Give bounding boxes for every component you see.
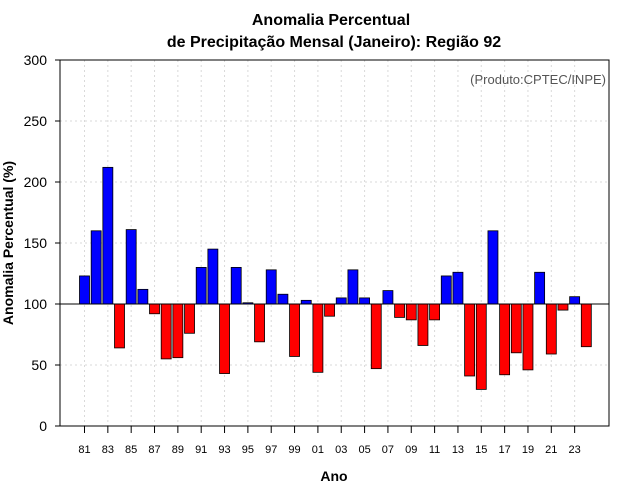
y-tick-label: 200 (24, 174, 48, 190)
x-axis: 81 83 85 87 89 91 93 95 97 99 01 03 05 07 09 11 13 15 17 19… (78, 426, 581, 456)
x-tick-label: 93 (218, 444, 230, 456)
x-tick-label: 19 (522, 444, 534, 456)
bar-81 (79, 275, 90, 305)
bar-20 (534, 271, 546, 305)
bar-83 (102, 166, 114, 305)
bar-14 (464, 303, 476, 377)
bar-00 (300, 299, 312, 305)
bar-17 (499, 303, 511, 376)
chart-subtitle: de Precipitação Mensal (Janeiro): Região… (167, 34, 501, 51)
bar-10 (417, 303, 429, 346)
bar-04 (347, 269, 359, 305)
bar-01 (312, 303, 324, 373)
x-tick-label: 23 (569, 444, 581, 456)
x-tick-label: 81 (78, 444, 90, 456)
x-tick-label: 83 (102, 444, 114, 456)
y-tick-label: 50 (31, 357, 47, 373)
x-tick-label: 09 (405, 444, 417, 456)
bar-96 (254, 303, 265, 343)
bar-21 (545, 303, 557, 355)
bar-15 (475, 303, 487, 390)
x-tick-label: 85 (125, 444, 137, 456)
bar-86 (137, 288, 149, 305)
y-tick-label: 250 (24, 113, 48, 129)
bar-16 (487, 230, 499, 305)
bar-92 (207, 248, 219, 305)
y-axis-title: Anomalia Percentual (%) (0, 161, 16, 325)
chart-title: Anomalia Percentual (252, 12, 410, 29)
bar-05 (359, 297, 370, 305)
y-tick-label: 150 (24, 235, 48, 251)
bar-23 (569, 296, 581, 305)
bar-87 (149, 303, 160, 315)
bar-82 (90, 230, 102, 305)
bar-85 (125, 229, 137, 305)
y-tick-label: 100 (24, 296, 48, 312)
x-axis-title: Ano (320, 468, 347, 484)
x-tick-label: 99 (288, 444, 300, 456)
y-tick-label: 300 (24, 52, 48, 68)
y-axis: 0 50 100 150 200 250 300 (24, 52, 60, 434)
bar-18 (510, 303, 522, 354)
bar-97 (265, 269, 277, 305)
bar-94 (230, 266, 242, 305)
x-tick-label: 15 (475, 444, 487, 456)
grid-lines (60, 59, 609, 427)
bar-93 (219, 303, 230, 374)
bar-02 (324, 303, 335, 317)
bar-99 (289, 303, 300, 357)
bar-90 (184, 303, 195, 334)
bar-89 (172, 303, 184, 359)
bar-07 (382, 290, 394, 305)
x-tick-label: 01 (312, 444, 324, 456)
source-label: (Produto:CPTEC/INPE) (470, 72, 606, 87)
x-tick-label: 89 (172, 444, 184, 456)
x-tick-label: 97 (265, 444, 277, 456)
x-tick-label: 21 (545, 444, 557, 456)
x-tick-label: 17 (498, 444, 510, 456)
y-tick-label: 0 (39, 418, 47, 434)
x-tick-label: 91 (195, 444, 207, 456)
bar-91 (195, 266, 207, 305)
bar-12 (440, 275, 452, 305)
bar-98 (277, 293, 289, 305)
bar-24 (580, 303, 592, 348)
x-tick-label: 87 (148, 444, 160, 456)
x-tick-label: 07 (382, 444, 394, 456)
bar-88 (160, 303, 172, 360)
bar-03 (335, 297, 347, 305)
x-tick-label: 05 (358, 444, 370, 456)
x-tick-label: 95 (242, 444, 254, 456)
bar-84 (114, 303, 125, 349)
bar-09 (405, 303, 417, 321)
bar-19 (522, 303, 534, 371)
bar-11 (429, 303, 441, 321)
x-tick-label: 03 (335, 444, 347, 456)
bar-22 (557, 303, 569, 311)
bar-08 (394, 303, 405, 318)
x-tick-label: 11 (429, 444, 440, 456)
bars (79, 166, 592, 390)
bar-06 (370, 303, 382, 370)
x-tick-label: 13 (452, 444, 464, 456)
bar-13 (452, 271, 464, 305)
